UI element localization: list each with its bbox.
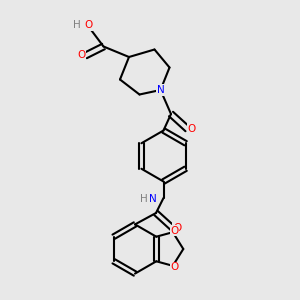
Text: O: O bbox=[173, 223, 181, 233]
Text: O: O bbox=[170, 226, 178, 236]
Text: O: O bbox=[77, 50, 85, 61]
Text: O: O bbox=[170, 262, 178, 272]
Text: H: H bbox=[73, 20, 80, 31]
Text: O: O bbox=[188, 124, 196, 134]
Text: H: H bbox=[140, 194, 148, 205]
Text: N: N bbox=[157, 85, 164, 95]
Text: N: N bbox=[149, 194, 157, 205]
Text: O: O bbox=[84, 20, 93, 31]
